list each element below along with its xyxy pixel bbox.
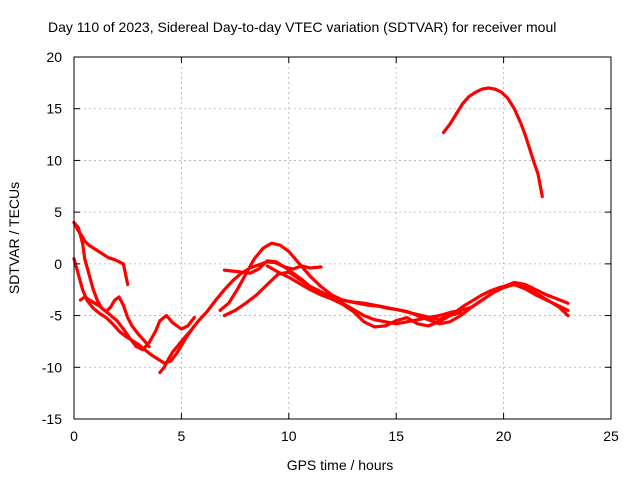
y-tick-label: 10 (46, 152, 62, 168)
plot-frame (73, 56, 612, 420)
y-tick-label: 0 (54, 256, 62, 272)
x-axis-label: GPS time / hours (287, 457, 394, 473)
y-axis-label: SDTVAR / TECUs (6, 182, 22, 294)
y-tick-label: -15 (42, 411, 62, 427)
x-tick-label: 5 (178, 428, 186, 444)
series-line-arc-2 (72, 220, 151, 349)
y-tick-label: -5 (50, 308, 63, 324)
y-tick-label: 5 (54, 204, 62, 220)
x-tick-label: 0 (70, 428, 78, 444)
x-tick-label: 10 (281, 428, 297, 444)
x-tick-label: 25 (603, 428, 619, 444)
x-tick-label: 15 (388, 428, 404, 444)
y-tick-label: -10 (42, 359, 62, 375)
chart-title: Day 110 of 2023, Sidereal Day-to-day VTE… (48, 19, 556, 35)
axis-ticks: 0 5 10 15 20 25 -15 -10 -5 0 5 10 15 20 (42, 49, 619, 444)
grid (74, 57, 611, 419)
series-line-arc-4 (78, 295, 196, 352)
x-tick-label: 20 (496, 428, 512, 444)
y-tick-label: 15 (46, 101, 62, 117)
series-line-arc-10 (441, 86, 544, 199)
series-layer (72, 86, 570, 375)
y-tick-label: 20 (46, 49, 62, 65)
series-line-arc-9 (265, 264, 463, 329)
series-line-arc-1 (72, 220, 130, 287)
